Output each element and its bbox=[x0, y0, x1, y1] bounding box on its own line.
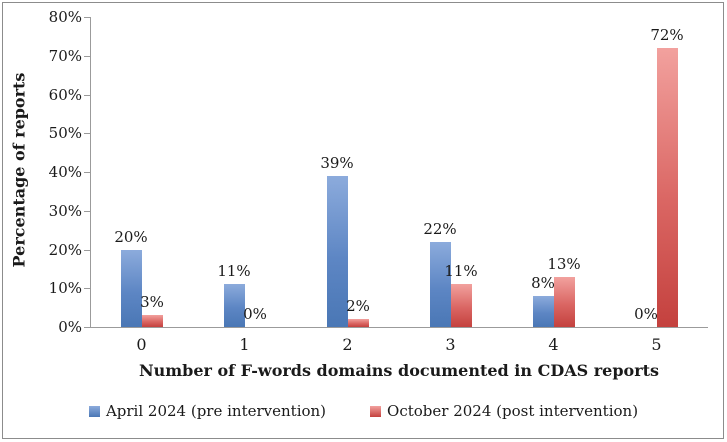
y-tick-label: 70% bbox=[48, 46, 82, 65]
bar-value-label: 22% bbox=[423, 219, 457, 238]
bar-value-label: 11% bbox=[217, 262, 251, 281]
bar-value-label: 2% bbox=[346, 297, 370, 316]
y-tick-label: 30% bbox=[48, 201, 82, 220]
bar-october bbox=[553, 276, 575, 327]
x-category-label: 2 bbox=[342, 335, 353, 354]
y-tick-mark bbox=[84, 288, 90, 290]
bar-april bbox=[223, 284, 245, 327]
y-tick-label: 20% bbox=[48, 240, 82, 259]
bar-value-label: 0% bbox=[634, 305, 658, 323]
legend-entry-october: October 2024 (post intervention) bbox=[370, 402, 638, 420]
x-category-label: 1 bbox=[239, 335, 250, 354]
y-tick-label: 60% bbox=[48, 85, 82, 104]
x-category-label: 4 bbox=[548, 335, 559, 354]
y-tick-mark bbox=[84, 327, 90, 328]
x-axis-title: Number of F-words domains documented in … bbox=[138, 361, 660, 380]
legend-label: April 2024 (pre intervention) bbox=[105, 402, 327, 420]
y-tick-mark bbox=[84, 17, 90, 18]
bar-value-label: 13% bbox=[547, 254, 581, 273]
bar-value-label: 11% bbox=[444, 262, 478, 281]
y-tick-mark bbox=[84, 55, 90, 57]
bar-october bbox=[141, 315, 163, 327]
bar-value-label: 3% bbox=[140, 293, 164, 312]
legend-swatch-october bbox=[370, 405, 382, 417]
y-axis-line bbox=[90, 17, 91, 327]
y-tick-label: 10% bbox=[48, 279, 82, 298]
bar-value-label: 20% bbox=[114, 227, 148, 246]
legend-entry-april: April 2024 (pre intervention) bbox=[88, 402, 327, 420]
x-category-label: 3 bbox=[445, 335, 456, 354]
bar-april bbox=[326, 175, 348, 327]
bar-value-label: 39% bbox=[320, 153, 354, 172]
y-axis-title: Percentage of reports bbox=[9, 72, 29, 268]
x-category-label: 0 bbox=[136, 335, 147, 354]
bar-october bbox=[347, 319, 369, 327]
legend-label: October 2024 (post intervention) bbox=[387, 402, 639, 420]
bar-october bbox=[656, 48, 678, 327]
x-axis-line bbox=[90, 327, 708, 328]
y-tick-mark bbox=[84, 249, 90, 251]
bar-value-label: 72% bbox=[650, 26, 684, 44]
legend: April 2024 (pre intervention) October 202… bbox=[0, 402, 727, 420]
y-tick-label: 50% bbox=[48, 124, 82, 143]
bar-april bbox=[120, 249, 142, 327]
y-tick-mark bbox=[84, 133, 90, 135]
bar-april bbox=[429, 241, 451, 327]
legend-swatch-april bbox=[88, 405, 100, 417]
y-tick-label: 0% bbox=[58, 318, 82, 336]
y-tick-mark bbox=[84, 172, 90, 173]
y-tick-mark bbox=[84, 94, 90, 96]
bar-april bbox=[532, 296, 554, 327]
y-tick-label: 80% bbox=[48, 8, 82, 26]
bar-value-label: 8% bbox=[531, 274, 555, 292]
x-category-label: 5 bbox=[651, 335, 662, 354]
y-tick-label: 40% bbox=[48, 163, 82, 181]
bar-october bbox=[450, 284, 472, 327]
bar-value-label: 0% bbox=[243, 305, 267, 323]
y-tick-mark bbox=[84, 210, 90, 212]
